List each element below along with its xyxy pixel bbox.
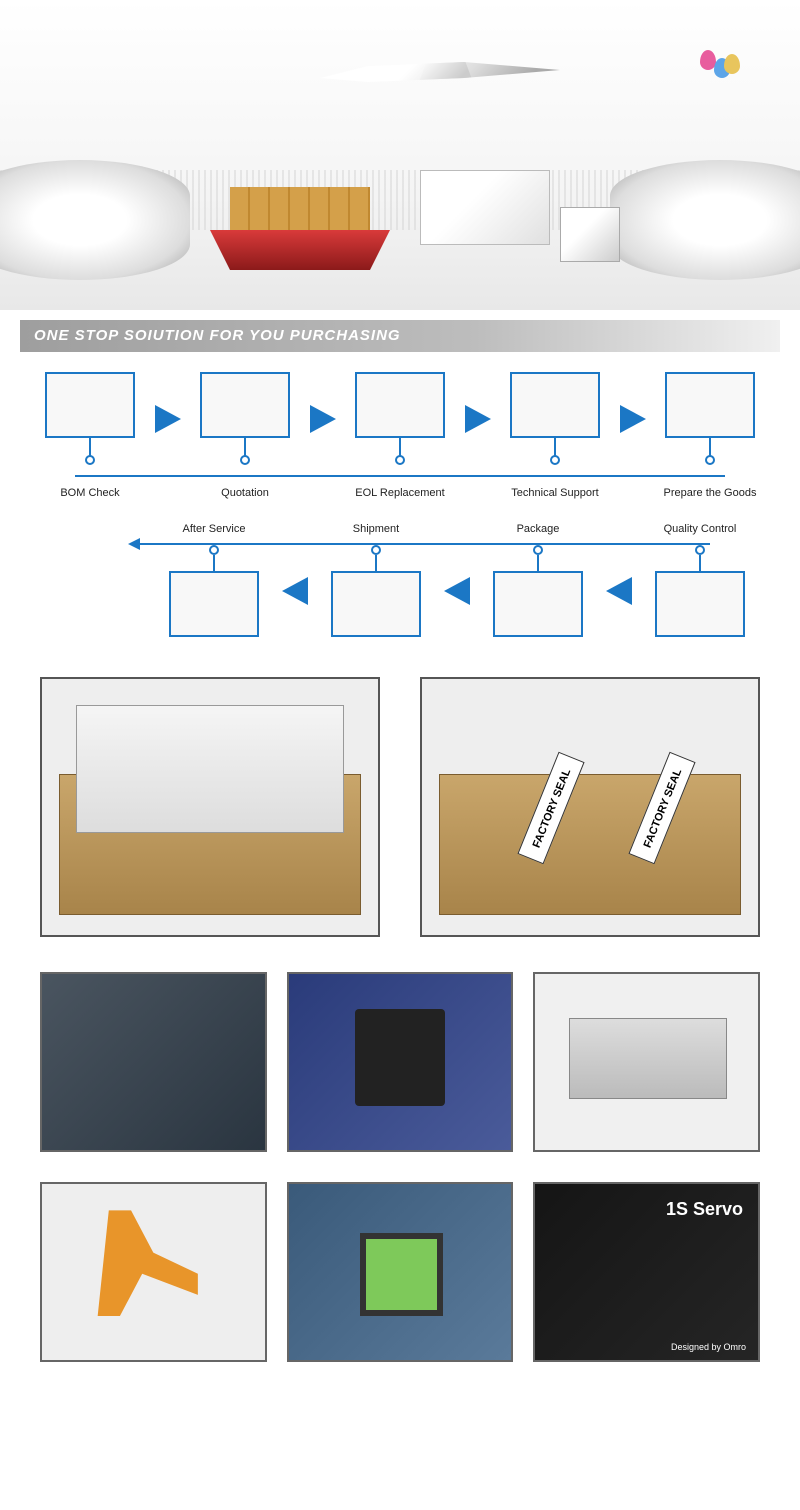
paper-roll-right-icon: [610, 160, 800, 280]
hero-banner: [0, 0, 800, 310]
after-image-icon: [169, 571, 259, 637]
product-mitsubishi: [40, 677, 380, 937]
process-flowchart: BOM Check Quotation EOL Replacement Tech…: [0, 352, 800, 657]
quotation-image-icon: [200, 372, 290, 438]
label-quotation: Quotation: [221, 487, 269, 499]
prepare-image-icon: [665, 372, 755, 438]
flow-step-tech: [495, 372, 615, 465]
grid-ab-plc: [533, 972, 760, 1152]
section-title: ONE STOP SOIUTION FOR YOU PURCHASING: [20, 320, 780, 352]
arrow-right-icon: [620, 405, 646, 433]
arrow-left-icon: [444, 577, 470, 605]
shipment-image-icon: [331, 571, 421, 637]
label-package: Package: [517, 523, 560, 535]
image-grid-2: 1S Servo Designed by Omro: [0, 1167, 800, 1377]
tech-image-icon: [510, 372, 600, 438]
grid-servo: 1S Servo Designed by Omro: [533, 1182, 760, 1362]
label-after: After Service: [183, 523, 246, 535]
arrow-right-icon: [465, 405, 491, 433]
flow-step-prepare: [650, 372, 770, 465]
servo-subtitle: Designed by Omro: [671, 1342, 746, 1352]
label-tech: Technical Support: [511, 487, 598, 499]
flow-step-quality: [640, 545, 760, 637]
label-bom: BOM Check: [60, 487, 119, 499]
product-row: FACTORY SEAL FACTORY SEAL: [0, 657, 800, 957]
product-factory-seal: FACTORY SEAL FACTORY SEAL: [420, 677, 760, 937]
label-shipment: Shipment: [353, 523, 399, 535]
flow-step-shipment: [316, 545, 436, 637]
servo-title: 1S Servo: [666, 1199, 743, 1220]
balloons-icon: [700, 50, 740, 110]
eol-image-icon: [355, 372, 445, 438]
arrow-right-icon: [310, 405, 336, 433]
flow-top-row: [30, 372, 770, 465]
truck-icon: [420, 170, 620, 270]
flow-step-bom: [30, 372, 150, 465]
paper-roll-left-icon: [0, 160, 190, 280]
flow-step-package: [478, 545, 598, 637]
grid-hmi: [287, 1182, 514, 1362]
flow-step-quotation: [185, 372, 305, 465]
cargo-ship-icon: [200, 180, 400, 270]
grid-robot-arm: [40, 1182, 267, 1362]
arrow-right-icon: [155, 405, 181, 433]
package-image-icon: [493, 571, 583, 637]
quality-image-icon: [655, 571, 745, 637]
arrow-left-icon: [606, 577, 632, 605]
flow-step-eol: [340, 372, 460, 465]
flow-step-after: [154, 545, 274, 637]
label-quality: Quality Control: [664, 523, 737, 535]
image-grid-1: [0, 957, 800, 1167]
bom-image-icon: [45, 372, 135, 438]
label-eol: EOL Replacement: [355, 487, 444, 499]
label-prepare: Prepare the Goods: [664, 487, 757, 499]
arrow-left-icon: [282, 577, 308, 605]
grid-vfd: [287, 972, 514, 1152]
grid-factory-line: [40, 972, 267, 1152]
airplane-icon: [320, 30, 560, 110]
